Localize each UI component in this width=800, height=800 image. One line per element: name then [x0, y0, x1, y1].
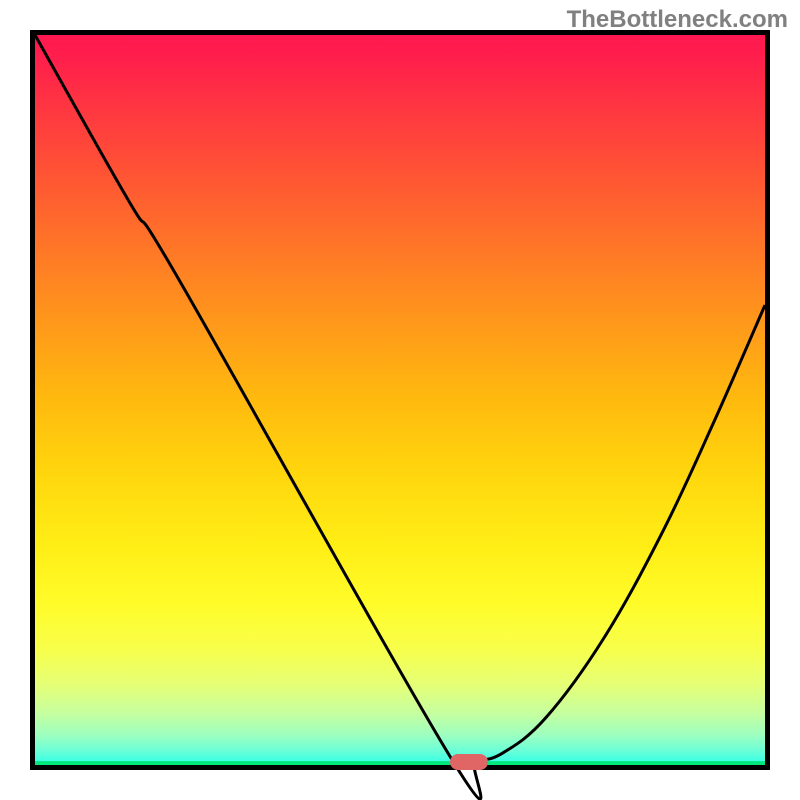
watermark-text: TheBottleneck.com: [567, 6, 788, 34]
bottleneck-curve: [35, 35, 765, 765]
plot-area: [30, 30, 770, 770]
optimal-marker: [450, 754, 488, 770]
